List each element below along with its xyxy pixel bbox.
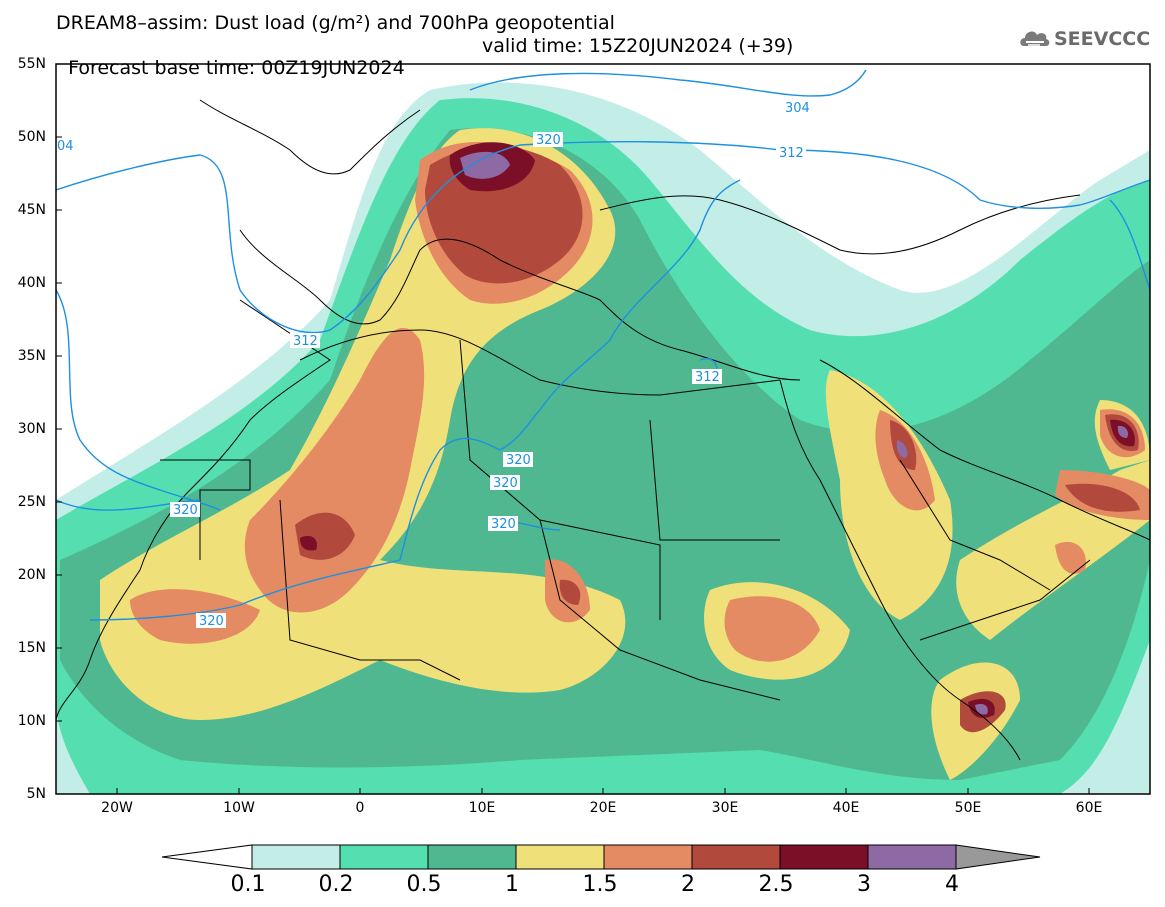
- lon-label: 10E: [468, 800, 496, 816]
- contour-label: 320: [491, 517, 516, 532]
- contour-label: 320: [536, 133, 561, 148]
- lon-label: 50E: [954, 800, 982, 816]
- chart-title: DREAM8–assim: Dust load (g/m²) and 700hP…: [56, 12, 615, 34]
- lon-label: 20E: [589, 800, 617, 816]
- contour-label: 312: [695, 370, 720, 385]
- colorbar-segment: [867, 844, 957, 870]
- colorbar-label: 1.5: [582, 872, 618, 897]
- lat-label: 10N: [17, 713, 46, 729]
- lon-label: 10W: [223, 800, 255, 816]
- lat-label: 5N: [26, 786, 46, 802]
- colorbar-segment: [779, 844, 869, 870]
- lat-label: 30N: [17, 421, 46, 437]
- valid-time: valid time: 15Z20JUN2024 (+39): [482, 35, 794, 57]
- colorbar-segment: [339, 844, 429, 870]
- lat-label: 20N: [17, 567, 46, 583]
- lon-label: 60E: [1075, 800, 1103, 816]
- contour-label: 312: [779, 146, 804, 161]
- contour-label: 312: [293, 334, 318, 349]
- chart-subtitle: Forecast base time: 00Z19JUN2024 valid t…: [56, 35, 793, 101]
- contour-label: 320: [493, 476, 518, 491]
- contour-label: 04: [57, 139, 74, 154]
- logo-text: SEEVCCC: [1054, 28, 1151, 50]
- colorbar: [161, 844, 1041, 870]
- colorbar-under-arrow: [161, 844, 253, 870]
- lat-label: 35N: [17, 348, 46, 364]
- colorbar-over-arrow: [955, 844, 1041, 870]
- lat-label: 50N: [17, 129, 46, 145]
- colorbar-label: 0.2: [318, 872, 354, 897]
- colorbar-label: 4: [945, 872, 959, 897]
- dust-field: [56, 82, 1150, 794]
- cloud-icon: [1020, 31, 1050, 46]
- contour-label: 304: [785, 101, 810, 116]
- lat-label: 25N: [17, 494, 46, 510]
- contour-label-group: 320 312 304 320 312 312 320 320 320 320 …: [57, 100, 812, 629]
- colorbar-segment: [251, 844, 341, 870]
- colorbar-segment: [691, 844, 781, 870]
- lat-label: 55N: [17, 56, 46, 72]
- colorbar-label: 0.5: [406, 872, 442, 897]
- colorbar-segment: [515, 844, 605, 870]
- contour-label: 320: [506, 453, 531, 468]
- colorbar-label: 2.5: [758, 872, 794, 897]
- lon-label: 0: [355, 800, 365, 816]
- lon-label: 30E: [711, 800, 739, 816]
- contour-label: 320: [173, 503, 198, 518]
- colorbar-label: 1: [505, 872, 519, 897]
- seevccc-logo: SEEVCCC: [1018, 26, 1158, 56]
- colorbar-segment: [603, 844, 693, 870]
- contour-label: 320: [199, 614, 224, 629]
- colorbar-label: 0.1: [230, 872, 266, 897]
- colorbar-label: 3: [857, 872, 871, 897]
- coastlines: [56, 99, 1150, 761]
- lat-label: 15N: [17, 640, 46, 656]
- colorbar-segment: [427, 844, 517, 870]
- lon-label: 20W: [101, 800, 133, 816]
- base-time: Forecast base time: 00Z19JUN2024: [68, 57, 405, 79]
- lat-label: 40N: [17, 275, 46, 291]
- colorbar-label: 2: [681, 872, 695, 897]
- axis-ticks: [56, 136, 1090, 794]
- lon-label: 40E: [832, 800, 860, 816]
- lat-label: 45N: [17, 202, 46, 218]
